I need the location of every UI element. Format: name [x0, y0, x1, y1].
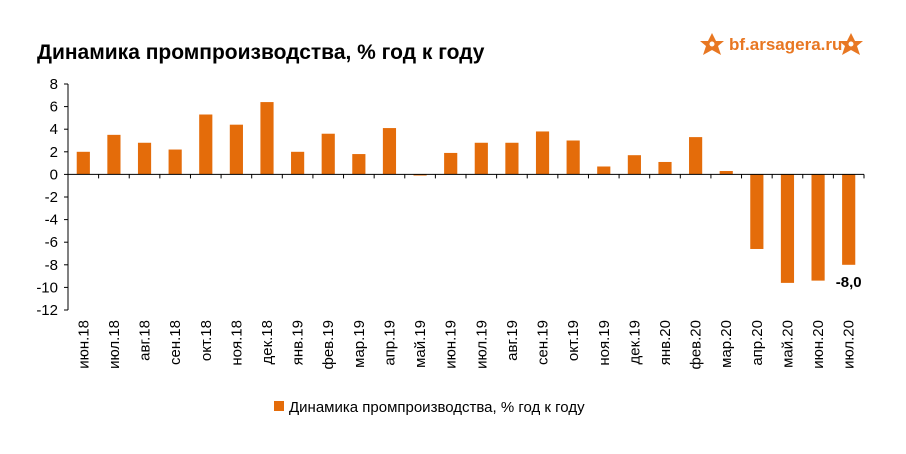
y-tick-label: -2: [45, 189, 58, 206]
bar: [260, 102, 274, 175]
bar: [413, 174, 427, 176]
bar: [291, 151, 305, 175]
bar: [76, 151, 90, 175]
bar: [444, 152, 458, 175]
x-tick-label: авг.19: [504, 320, 521, 361]
y-tick-label: 0: [50, 166, 58, 183]
x-tick-label: июл.19: [473, 320, 490, 369]
x-tick-label: окт.19: [565, 320, 582, 361]
data-label: -8,0: [836, 274, 862, 291]
y-tick-label: -12: [36, 302, 58, 319]
bar: [474, 142, 488, 175]
bar: [842, 174, 856, 265]
bar: [719, 171, 733, 175]
bar: [689, 137, 703, 175]
bar: [780, 174, 795, 283]
bar: [658, 161, 672, 175]
x-tick-label: июн.19: [443, 320, 460, 369]
legend: Динамика промпроизводства, % год к году: [274, 399, 585, 416]
legend-label: Динамика промпроизводства, % год к году: [289, 399, 585, 416]
bar: [107, 134, 121, 175]
arsagera-logo-icon: [700, 33, 724, 55]
x-tick-label: ноя.19: [596, 320, 613, 366]
bar: [505, 142, 519, 175]
arsagera-logo-icon: [839, 33, 863, 55]
x-tick-label: сен.18: [167, 320, 184, 365]
page-title: Динамика промпроизводства, % год к году: [37, 41, 485, 64]
y-tick-label: -6: [45, 234, 58, 251]
x-tick-label: янв.19: [290, 320, 307, 365]
x-tick-label: ноя.18: [228, 320, 245, 366]
y-tick-label: 6: [50, 99, 58, 116]
x-tick-label: мар.20: [718, 320, 735, 368]
bar: [811, 174, 825, 281]
bar: [627, 155, 641, 175]
bar: [597, 166, 611, 175]
bar: [352, 154, 366, 175]
brand-name: bf.arsagera.ru: [729, 35, 842, 54]
y-tick-label: -10: [36, 279, 58, 296]
bar: [382, 128, 397, 175]
y-tick-label: 8: [50, 76, 58, 93]
bar: [137, 142, 152, 175]
bar: [168, 149, 182, 175]
y-tick-label: 4: [50, 121, 58, 138]
x-tick-label: апр.20: [749, 320, 766, 366]
x-tick-label: окт.18: [198, 320, 215, 361]
x-tick-label: дек.18: [259, 320, 276, 365]
x-tick-label: сен.19: [535, 320, 552, 365]
x-tick-label: апр.19: [381, 320, 398, 366]
plot-area: 8 6 4 2 0 -2 -4 -6 -8 -10 -12 июн.18 июл.18 авг.18 сен…: [36, 76, 865, 370]
x-tick-label: фев.20: [688, 320, 705, 370]
bar: [566, 140, 580, 175]
y-tick-label: 2: [50, 144, 58, 161]
x-tick-label: дек.19: [626, 320, 643, 365]
bar: [199, 114, 213, 175]
bar: [750, 174, 764, 249]
x-tick-label: июн.20: [810, 320, 827, 369]
legend-swatch: [274, 401, 284, 411]
x-tick-label: мар.19: [351, 320, 368, 368]
bar: [535, 131, 550, 175]
x-tick-label: май.19: [412, 320, 429, 368]
x-tick-label: июн.18: [75, 320, 92, 369]
y-tick-label: -8: [45, 257, 58, 274]
x-tick-label: янв.20: [657, 320, 674, 365]
brand-logo[interactable]: bf.arsagera.ru: [700, 33, 863, 55]
x-tick-label: авг.18: [137, 320, 154, 361]
bar: [229, 124, 243, 175]
x-tick-label: май.20: [779, 320, 796, 368]
x-tick-label: фев.19: [320, 320, 337, 370]
x-tick-label: июл.18: [106, 320, 123, 369]
x-tick-label: июл.20: [841, 320, 858, 369]
y-tick-label: -4: [45, 212, 58, 229]
bar: [321, 133, 335, 175]
